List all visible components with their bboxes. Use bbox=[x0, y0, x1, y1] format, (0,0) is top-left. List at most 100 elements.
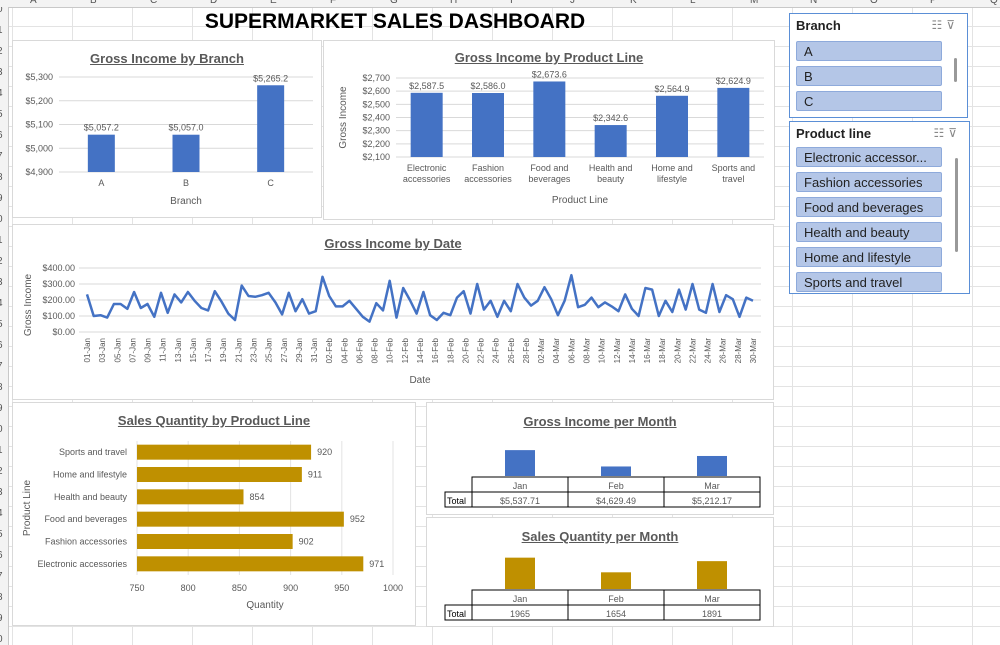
bar bbox=[137, 534, 293, 549]
row-header[interactable]: 7 bbox=[0, 151, 3, 162]
row-header[interactable]: 3 bbox=[0, 67, 3, 78]
row-header[interactable]: 9 bbox=[0, 613, 3, 624]
column-header[interactable]: B bbox=[90, 0, 97, 6]
row-header[interactable]: 3 bbox=[0, 277, 3, 288]
row-header[interactable]: 2 bbox=[0, 256, 3, 267]
column-header[interactable]: K bbox=[630, 0, 637, 6]
series-line bbox=[85, 273, 754, 323]
bar bbox=[472, 93, 504, 157]
product-line-slicer-item[interactable]: Fashion accessories bbox=[796, 172, 942, 192]
column-header[interactable]: Q bbox=[990, 0, 998, 6]
branch-slicer-item[interactable]: A bbox=[796, 41, 942, 61]
product-line-slicer-item[interactable]: Home and lifestyle bbox=[796, 247, 942, 267]
x-tick-label: 900 bbox=[283, 583, 298, 593]
branch-chart-panel[interactable]: Gross Income by Branch $4,900 $5,000 $5,10… bbox=[12, 40, 322, 218]
row-header[interactable]: 0 bbox=[0, 424, 3, 435]
row-header[interactable]: 0 bbox=[0, 214, 3, 225]
x-tick-label: 06-Feb bbox=[355, 337, 364, 363]
clear-filter-icon[interactable]: ⊽ bbox=[946, 18, 959, 32]
branch-slicer[interactable]: Branch ☷⊽ A B C bbox=[789, 13, 968, 118]
branch-slicer-item[interactable]: C bbox=[796, 91, 942, 111]
row-header[interactable]: 2 bbox=[0, 46, 3, 57]
row-header[interactable]: 6 bbox=[0, 550, 3, 561]
column-header[interactable]: F bbox=[330, 0, 337, 6]
row-header[interactable]: 1 bbox=[0, 235, 3, 246]
product-line-slicer-item[interactable]: Electronic accessor... bbox=[796, 147, 942, 167]
product-chart-title: Gross Income by Product Line bbox=[454, 50, 644, 65]
product-line-slicer-item[interactable]: Food and beverages bbox=[796, 197, 942, 217]
multi-select-icon[interactable]: ☷ bbox=[931, 18, 947, 32]
y-tick-label: $100.00 bbox=[42, 311, 75, 321]
bar bbox=[505, 557, 535, 589]
row-header[interactable]: 2 bbox=[0, 466, 3, 477]
multi-select-icon[interactable]: ☷ bbox=[933, 126, 949, 140]
product-line-slicer[interactable]: Product line ☷⊽ Electronic accessor... F… bbox=[789, 121, 970, 294]
y-tick-label: Food and beverages bbox=[44, 514, 127, 524]
column-header[interactable]: N bbox=[810, 0, 818, 6]
row-header[interactable]: 9 bbox=[0, 193, 3, 204]
column-header[interactable]: P bbox=[930, 0, 937, 6]
row-header[interactable]: 1 bbox=[0, 25, 3, 36]
row-header[interactable]: 0 bbox=[0, 634, 3, 645]
row-header[interactable]: 9 bbox=[0, 403, 3, 414]
column-header[interactable]: A bbox=[30, 0, 37, 6]
clear-filter-icon[interactable]: ⊽ bbox=[948, 126, 961, 140]
bar bbox=[137, 511, 344, 527]
slicer-tools: ☷⊽ bbox=[933, 126, 961, 140]
x-tick-label: 1000 bbox=[383, 583, 403, 593]
product-line-slicer-item[interactable]: Sports and travel bbox=[796, 272, 942, 292]
row-header[interactable]: 0 bbox=[0, 7, 3, 15]
row-header[interactable]: 5 bbox=[0, 109, 3, 120]
x-tick-label: 25-Jan bbox=[265, 338, 274, 362]
x-tick-label: beauty bbox=[597, 174, 625, 184]
y-tick-label: $5,000 bbox=[25, 143, 53, 153]
column-header[interactable]: I bbox=[510, 0, 513, 6]
column-header[interactable]: O bbox=[870, 0, 878, 6]
x-tick-label: 27-Jan bbox=[280, 338, 289, 362]
row-header[interactable]: 4 bbox=[0, 88, 3, 99]
date-chart-panel[interactable]: Gross Income by Date $0.00 $100.00 $200.00… bbox=[12, 224, 774, 400]
column-header[interactable]: D bbox=[210, 0, 218, 6]
row-header[interactable]: 7 bbox=[0, 571, 3, 582]
column-headers[interactable]: A B C D E F G H I J K L M N O P Q bbox=[0, 0, 1000, 8]
column-header[interactable]: E bbox=[270, 0, 277, 6]
income-month-panel[interactable]: Gross Income per Month Total Jan $5,537.71… bbox=[426, 402, 774, 515]
data-table-cell: 1965 bbox=[510, 609, 530, 619]
row-header[interactable]: 6 bbox=[0, 340, 3, 351]
row-header[interactable]: 8 bbox=[0, 382, 3, 393]
qty-month-panel[interactable]: Sales Quantity per Month Total Jan 1965 Feb… bbox=[426, 517, 774, 627]
qty-chart-panel[interactable]: Sales Quantity by Product Line 750 800 850… bbox=[12, 402, 416, 626]
row-header[interactable]: 5 bbox=[0, 319, 3, 330]
x-tick-label: 22-Feb bbox=[477, 337, 486, 363]
row-header[interactable]: 7 bbox=[0, 361, 3, 372]
x-tick-label: lifestyle bbox=[657, 174, 687, 184]
product-line-slicer-scrollbar[interactable] bbox=[955, 158, 958, 252]
column-header[interactable]: G bbox=[390, 0, 398, 6]
x-tick-label: 28-Feb bbox=[522, 337, 531, 363]
row-header[interactable]: 8 bbox=[0, 592, 3, 603]
y-tick-label: $5,300 bbox=[25, 72, 53, 82]
row-header[interactable]: 4 bbox=[0, 298, 3, 309]
product-chart-panel[interactable]: Gross Income by Product Line $2,100 $2,20… bbox=[323, 40, 775, 220]
column-header[interactable]: H bbox=[450, 0, 458, 6]
row-header[interactable]: 3 bbox=[0, 487, 3, 498]
column-header[interactable]: C bbox=[150, 0, 158, 6]
column-header[interactable]: J bbox=[570, 0, 575, 6]
row-header[interactable]: 5 bbox=[0, 529, 3, 540]
row-header[interactable]: 6 bbox=[0, 130, 3, 141]
x-tick-label: Home and bbox=[651, 163, 693, 173]
y-tick-label: Health and beauty bbox=[54, 492, 128, 502]
row-header[interactable]: 1 bbox=[0, 445, 3, 456]
dashboard-title: SUPERMARKET SALES DASHBOARD bbox=[204, 10, 586, 33]
x-tick-label: 04-Feb bbox=[340, 337, 349, 363]
column-header[interactable]: M bbox=[750, 0, 759, 6]
row-header[interactable]: 8 bbox=[0, 172, 3, 183]
row-header[interactable]: 4 bbox=[0, 508, 3, 519]
product-line-slicer-item[interactable]: Health and beauty bbox=[796, 222, 942, 242]
branch-slicer-scrollbar[interactable] bbox=[954, 58, 957, 82]
x-tick-label: 28-Mar bbox=[734, 338, 743, 364]
branch-chart-title: Gross Income by Branch bbox=[90, 51, 244, 66]
row-headers[interactable]: 0 1 2 3 4 5 6 7 8 9 0 1 2 3 4 5 6 7 8 9 0 1 2 3 4 5 6 7 8 9 0 bbox=[0, 7, 9, 645]
branch-slicer-item[interactable]: B bbox=[796, 66, 942, 86]
column-header[interactable]: L bbox=[690, 0, 696, 6]
